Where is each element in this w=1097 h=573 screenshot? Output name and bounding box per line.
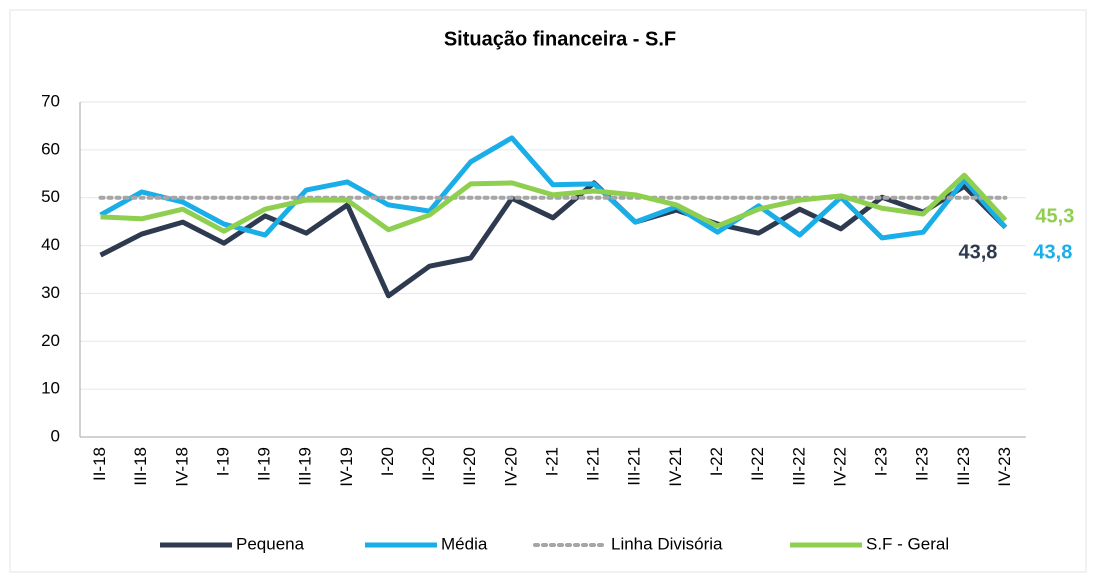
legend-label: Média <box>441 534 488 553</box>
x-tick-label: III-21 <box>625 447 644 486</box>
x-tick-label: I-19 <box>213 447 232 476</box>
x-tick-label: I-21 <box>542 447 561 476</box>
x-tick-label: I-22 <box>707 447 726 476</box>
y-tick-label: 40 <box>41 235 60 254</box>
x-tick-label: II-21 <box>584 447 603 481</box>
x-tick-label: III-18 <box>131 447 150 486</box>
x-tick-label: IV-23 <box>995 447 1014 487</box>
y-tick-label: 50 <box>41 187 60 206</box>
x-tick-label: IV-20 <box>501 447 520 487</box>
legend-label: Linha Divisória <box>611 534 723 553</box>
x-tick-label: II-23 <box>913 447 932 481</box>
y-tick-label: 30 <box>41 283 60 302</box>
x-tick-label: II-19 <box>255 447 274 481</box>
chart-border <box>9 9 1087 573</box>
value-label: 43,8 <box>1033 242 1072 264</box>
x-tick-label: II-22 <box>748 447 767 481</box>
x-tick-label: IV-21 <box>666 447 685 487</box>
x-tick-label: IV-19 <box>337 447 356 487</box>
value-label: 43,8 <box>958 242 997 264</box>
legend-label: S.F - Geral <box>866 534 949 553</box>
chart-title: Situação financeira - S.F <box>444 28 676 50</box>
y-tick-label: 20 <box>41 331 60 350</box>
x-tick-label: I-20 <box>378 447 397 476</box>
x-tick-label: II-20 <box>419 447 438 481</box>
series-line <box>99 135 1008 241</box>
y-tick-label: 60 <box>41 139 60 158</box>
series-line <box>99 180 1008 299</box>
legend-label: Pequena <box>236 534 305 553</box>
x-tick-label: II-18 <box>90 447 109 481</box>
y-tick-label: 0 <box>51 426 60 445</box>
x-tick-label: III-23 <box>954 447 973 486</box>
value-label: 45,3 <box>1035 205 1074 227</box>
x-tick-label: IV-22 <box>830 447 849 487</box>
x-tick-label: III-22 <box>789 447 808 486</box>
y-tick-label: 10 <box>41 379 60 398</box>
x-tick-label: I-23 <box>872 447 891 476</box>
y-tick-label: 70 <box>41 91 60 110</box>
x-tick-label: IV-18 <box>172 447 191 487</box>
x-tick-label: III-20 <box>460 447 479 486</box>
series-line <box>100 172 1008 234</box>
x-tick-label: III-19 <box>296 447 315 486</box>
